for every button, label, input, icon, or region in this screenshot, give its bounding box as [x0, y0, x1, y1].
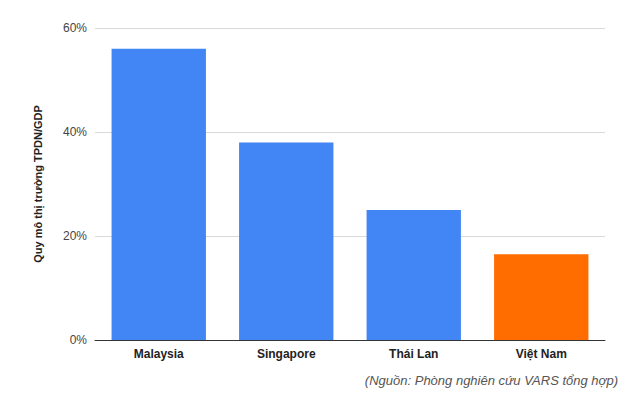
svg-text:Thái Lan: Thái Lan: [389, 347, 438, 361]
svg-text:40%: 40%: [63, 125, 87, 139]
svg-text:0%: 0%: [70, 333, 88, 347]
svg-text:Singapore: Singapore: [257, 347, 316, 361]
svg-text:60%: 60%: [63, 21, 87, 35]
svg-text:(Nguồn: Phòng nghiên cứu VARS: (Nguồn: Phòng nghiên cứu VARS tổng hợp): [365, 373, 618, 388]
svg-text:20%: 20%: [63, 229, 87, 243]
svg-text:Quy mô thị trường TPDN/GDP: Quy mô thị trường TPDN/GDP: [32, 105, 45, 263]
svg-text:Malaysia: Malaysia: [134, 347, 184, 361]
svg-text:Việt Nam: Việt Nam: [516, 347, 567, 361]
